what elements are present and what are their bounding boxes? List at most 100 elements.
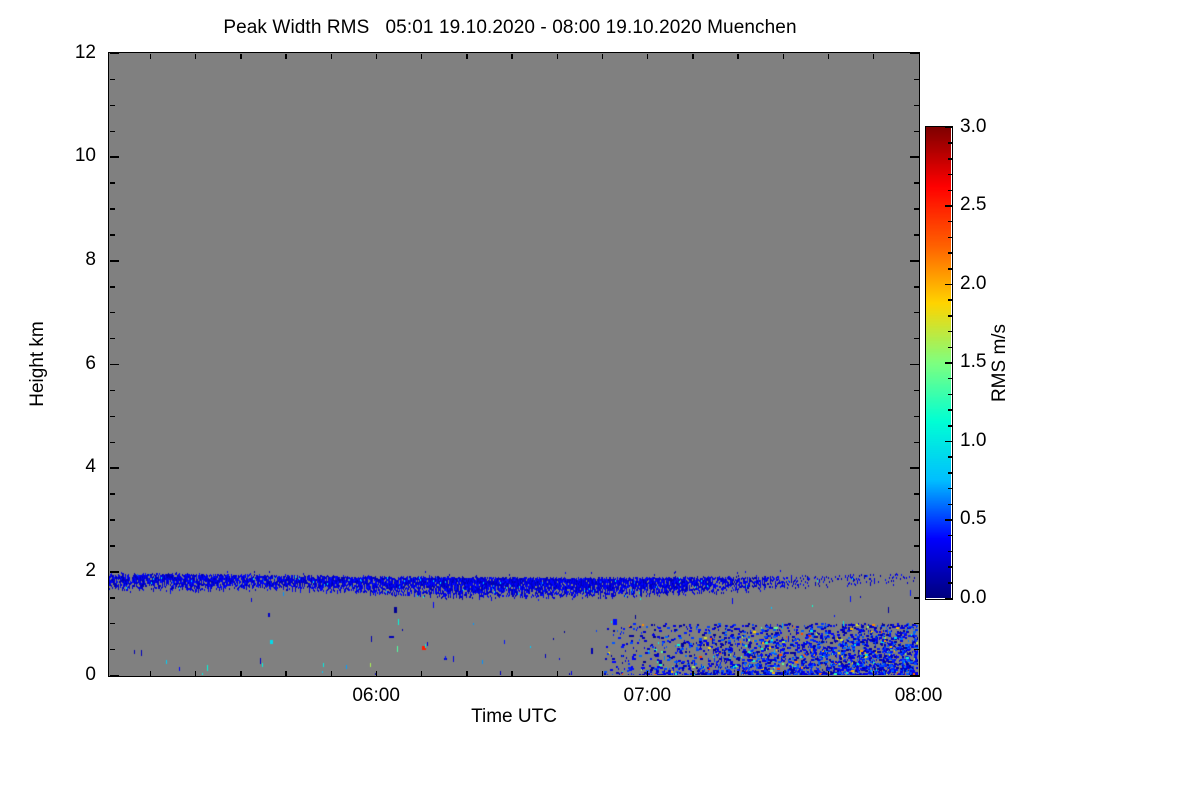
- colorbar-tick-label: 1.5: [960, 351, 987, 372]
- x-tick-minor-top: [375, 53, 378, 59]
- x-tick-minor: [285, 670, 287, 676]
- y-tick-label: 12: [74, 41, 96, 63]
- x-tick-minor: [646, 670, 649, 676]
- colorbar-tick-major: [944, 126, 952, 129]
- x-tick-minor-top: [692, 53, 694, 59]
- x-tick-minor: [872, 670, 875, 676]
- x-tick-minor: [692, 670, 694, 676]
- y-tick-minor: [109, 78, 115, 81]
- y-tick-minor: [109, 648, 115, 651]
- colorbar-tick-minor: [947, 220, 952, 223]
- x-tick-minor: [149, 670, 152, 676]
- y-tick-minor: [109, 493, 115, 495]
- y-tick-minor-right: [913, 389, 919, 392]
- x-tick-minor: [782, 670, 785, 676]
- colorbar-tick-minor: [947, 299, 952, 301]
- y-tick-minor: [109, 519, 115, 521]
- x-tick-label: 07:00: [623, 684, 672, 706]
- y-tick-label: 4: [85, 456, 96, 478]
- y-tick-major-right: [909, 674, 919, 677]
- y-tick-minor-right: [913, 78, 919, 81]
- y-tick-minor-right: [913, 208, 919, 210]
- colorbar-tick-minor: [947, 173, 952, 176]
- y-tick-major: [109, 52, 119, 55]
- colorbar-tick-minor: [947, 315, 952, 317]
- y-tick-minor: [109, 286, 115, 288]
- y-tick-major: [109, 156, 119, 158]
- colorbar-title: RMS m/s: [989, 323, 1010, 403]
- y-tick-minor: [109, 311, 115, 314]
- y-tick-label: 8: [85, 248, 96, 270]
- y-tick-minor-right: [913, 286, 919, 288]
- colorbar-tick-label: 1.0: [960, 429, 987, 451]
- colorbar-tick-minor: [947, 393, 952, 396]
- y-tick-minor-right: [913, 493, 919, 495]
- x-tick-minor: [511, 670, 513, 676]
- colorbar-tick-minor: [947, 142, 952, 144]
- y-tick-minor-right: [913, 415, 919, 418]
- y-tick-minor-right: [913, 441, 919, 443]
- y-tick-label: 0: [85, 663, 96, 685]
- x-tick-minor-top: [330, 53, 333, 59]
- y-tick-minor: [109, 622, 115, 625]
- colorbar-tick-minor: [947, 252, 952, 254]
- y-tick-minor-right: [913, 104, 919, 107]
- y-tick-minor: [109, 415, 115, 418]
- x-tick-minor-top: [149, 53, 152, 59]
- chart-title: Peak Width RMS 05:01 19.10.2020 - 08:00 …: [223, 17, 797, 38]
- colorbar-tick-minor: [947, 268, 952, 270]
- x-tick-minor-top: [420, 53, 423, 59]
- colorbar-tick-minor: [947, 566, 952, 568]
- colorbar-tick-major: [944, 440, 952, 443]
- colorbar-tick-minor: [947, 330, 952, 333]
- y-tick-major-right: [909, 156, 919, 158]
- y-tick-major-right: [909, 260, 919, 262]
- colorbar-tick-minor: [947, 409, 952, 411]
- x-tick-minor-top: [601, 53, 604, 59]
- x-tick-minor-top: [466, 53, 468, 59]
- x-tick-minor-top: [285, 53, 287, 59]
- y-tick-minor-right: [913, 648, 919, 651]
- y-tick-label: 10: [74, 145, 96, 167]
- x-tick-minor: [556, 670, 559, 676]
- colorbar-tick-minor: [947, 534, 952, 537]
- colorbar-tick-major: [944, 519, 952, 521]
- colorbar-tick-label: 3.0: [960, 115, 987, 137]
- y-tick-minor: [109, 389, 115, 392]
- colorbar-tick-minor: [947, 456, 952, 458]
- y-tick-minor: [109, 234, 115, 236]
- colorbar-tick-label: 0.0: [960, 586, 987, 608]
- colorbar-tick-minor: [947, 487, 952, 490]
- x-tick-minor-top: [827, 53, 830, 59]
- x-tick-minor-top: [556, 53, 559, 59]
- x-tick-minor-top: [782, 53, 785, 59]
- colorbar-tick-minor: [947, 582, 952, 584]
- y-tick-minor: [109, 182, 115, 184]
- colorbar-tick-major: [944, 205, 952, 207]
- y-tick-major: [109, 674, 119, 677]
- x-tick-minor-top: [240, 53, 242, 59]
- colorbar-tick-major: [944, 597, 952, 600]
- x-tick-minor: [420, 670, 423, 676]
- y-tick-minor-right: [913, 519, 919, 521]
- colorbar-tick-minor: [947, 158, 952, 160]
- colorbar-tick-minor: [947, 236, 952, 239]
- y-tick-minor: [109, 104, 115, 107]
- colorbar-tick-minor: [947, 425, 952, 427]
- x-tick-minor: [466, 670, 468, 676]
- colorbar-tick-label: 0.5: [960, 508, 987, 529]
- y-tick-minor-right: [913, 622, 919, 625]
- y-tick-major-right: [909, 467, 919, 469]
- y-tick-major-right: [909, 571, 919, 573]
- x-tick-minor: [194, 670, 197, 676]
- y-tick-major: [109, 571, 119, 573]
- x-tick-minor-top: [872, 53, 875, 59]
- y-tick-minor-right: [913, 182, 919, 184]
- y-tick-minor-right: [913, 545, 919, 547]
- y-tick-major-right: [909, 52, 919, 55]
- plot-area[interactable]: [108, 52, 920, 677]
- x-tick-minor: [240, 670, 242, 676]
- colorbar-tick-major: [944, 362, 952, 364]
- x-tick-minor-top: [737, 53, 739, 59]
